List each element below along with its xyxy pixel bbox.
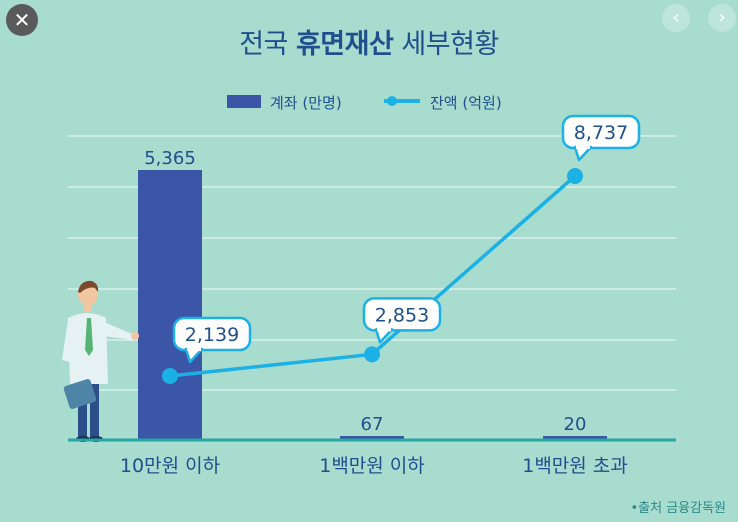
callout-box: [561, 114, 641, 150]
businessman-illustration: [62, 280, 139, 442]
prev-button[interactable]: ‹: [662, 4, 690, 32]
callout-tail-mask: [377, 327, 391, 332]
x-tick-label: 1백만원 초과: [522, 455, 628, 477]
bar-value-label: 5,365: [144, 148, 196, 169]
legend-label-bar: 계좌 (만명): [270, 94, 342, 112]
x-tick-label: 10만원 이하: [120, 455, 220, 477]
title-suffix: 세부현황: [393, 29, 499, 60]
line-point: [567, 168, 583, 184]
x-tick-labels: 10만원 이하 1백만원 이하 1백만원 초과: [120, 455, 628, 477]
chevron-right-icon: ›: [718, 7, 726, 28]
bar-value-labels: 5,365 67 20: [144, 148, 586, 435]
bar: [340, 436, 404, 440]
line-series: [162, 168, 583, 384]
bar-value-label: 67: [361, 414, 384, 435]
callout-box: [172, 316, 252, 352]
title-prefix: 전국: [239, 29, 296, 60]
line-value-callouts: 2,139 2,853 8,737: [172, 114, 641, 364]
callout-tail-mask: [576, 145, 590, 149]
line-value-label: 8,737: [574, 122, 628, 144]
legend: 계좌 (만명) 잔액 (억원): [227, 94, 502, 112]
bar-value-label: 20: [564, 414, 587, 435]
chevron-left-icon: ‹: [672, 7, 680, 28]
source-note: •출처 금융감독원: [630, 501, 726, 516]
bar: [543, 436, 607, 440]
line-value-label: 2,853: [375, 304, 429, 326]
legend-marker-line: [387, 96, 397, 106]
line-point: [364, 346, 380, 363]
title-bold: 휴면재산: [295, 29, 394, 60]
x-tick-label: 1백만원 이하: [319, 455, 425, 477]
callout-box: [362, 297, 442, 332]
bar: [138, 170, 202, 440]
close-icon: ✕: [13, 8, 31, 32]
legend-swatch-bar: [227, 95, 261, 108]
line-value-label: 2,139: [185, 324, 239, 346]
chart-title: 전국 휴면재산 세부현황: [0, 22, 738, 61]
line-point: [162, 368, 178, 384]
next-button[interactable]: ›: [708, 4, 736, 32]
legend-label-line: 잔액 (억원): [430, 94, 502, 112]
callout-tail-mask: [187, 347, 201, 351]
close-button[interactable]: ✕: [6, 4, 38, 36]
bar-series: [138, 170, 607, 440]
